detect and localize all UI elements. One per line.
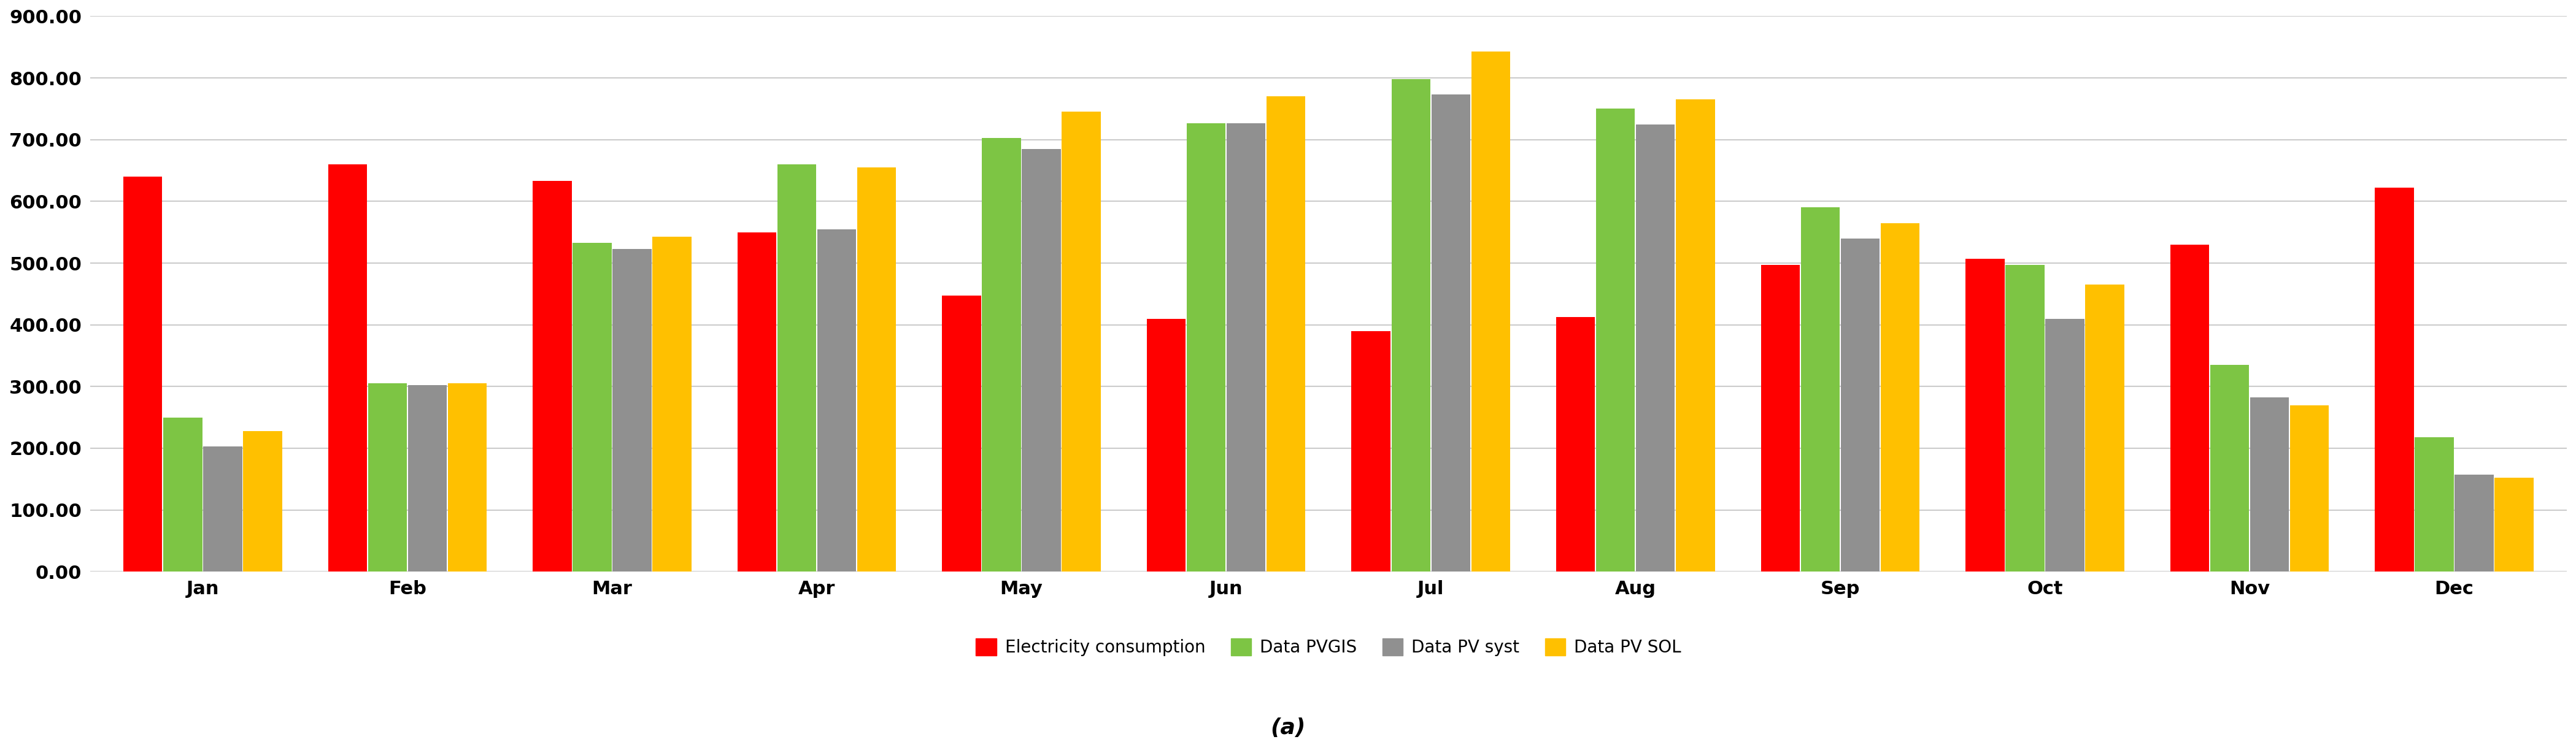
Bar: [1061, 112, 1100, 571]
Bar: [2007, 265, 2045, 571]
Bar: [1352, 331, 1391, 571]
Bar: [737, 232, 775, 571]
Bar: [1267, 96, 1306, 571]
Bar: [1391, 79, 1430, 571]
Bar: [533, 181, 572, 571]
Bar: [1226, 123, 1265, 571]
Bar: [204, 447, 242, 571]
Bar: [2494, 478, 2535, 571]
Bar: [2414, 437, 2455, 571]
Bar: [817, 229, 855, 571]
Bar: [1188, 123, 1226, 571]
Bar: [652, 237, 690, 571]
Bar: [1880, 223, 1919, 571]
Bar: [858, 168, 896, 571]
Bar: [448, 384, 487, 571]
Bar: [242, 431, 281, 571]
Bar: [1432, 95, 1471, 571]
Bar: [162, 418, 201, 571]
Bar: [2290, 405, 2329, 571]
Bar: [1636, 124, 1674, 571]
Bar: [981, 138, 1020, 571]
Bar: [2455, 475, 2494, 571]
Bar: [2087, 285, 2125, 571]
Bar: [1556, 317, 1595, 571]
Bar: [1842, 238, 1880, 571]
Bar: [1023, 149, 1061, 571]
Bar: [327, 165, 366, 571]
Bar: [572, 243, 611, 571]
Text: (a): (a): [1270, 718, 1306, 738]
Bar: [2210, 365, 2249, 571]
Bar: [1965, 259, 2004, 571]
Bar: [368, 384, 407, 571]
Bar: [407, 385, 446, 571]
Legend: Electricity consumption, Data PVGIS, Data PV syst, Data PV SOL: Electricity consumption, Data PVGIS, Dat…: [969, 631, 1687, 663]
Bar: [943, 296, 981, 571]
Bar: [1677, 99, 1716, 571]
Bar: [2249, 398, 2290, 571]
Bar: [1801, 208, 1839, 571]
Bar: [1597, 109, 1636, 571]
Bar: [1146, 318, 1185, 571]
Bar: [778, 165, 817, 571]
Bar: [2375, 188, 2414, 571]
Bar: [1762, 265, 1801, 571]
Bar: [2045, 318, 2084, 571]
Bar: [2169, 245, 2210, 571]
Bar: [613, 249, 652, 571]
Bar: [1471, 51, 1510, 571]
Bar: [124, 177, 162, 571]
